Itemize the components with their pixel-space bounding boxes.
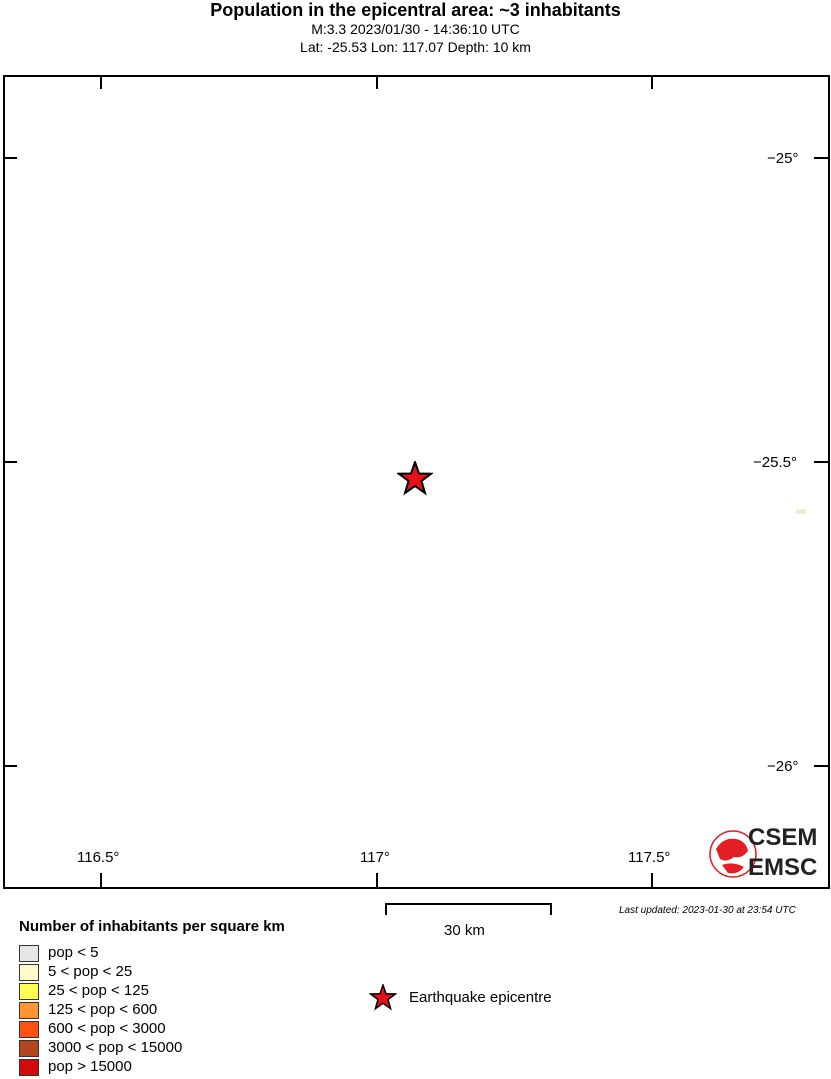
tick-bottom (651, 873, 653, 887)
lon-label: 117.5° (628, 849, 671, 866)
legend-label: 3000 < pop < 15000 (48, 1039, 183, 1056)
map-title: Population in the epicentral area: ~3 in… (210, 0, 621, 20)
legend-swatch (19, 1059, 39, 1076)
lon-label: 117° (360, 849, 390, 866)
lat-label: −26° (767, 758, 799, 775)
logo-text-csem: CSEM (748, 824, 818, 851)
epicentre-star-icon (397, 461, 433, 496)
globe-logo-icon (709, 830, 757, 878)
tick-top (376, 75, 378, 89)
tick-top (100, 75, 102, 89)
legend-label: 25 < pop < 125 (48, 982, 149, 999)
tick-bottom (376, 873, 378, 887)
legend-swatch (19, 1021, 39, 1038)
legend-label: pop < 5 (48, 944, 99, 961)
legend-swatch (19, 945, 39, 962)
last-updated: Last updated: 2023-01-30 at 23:54 UTC (619, 905, 796, 916)
legend-swatch (19, 983, 39, 1000)
tick-bottom (100, 873, 102, 887)
tick-right (814, 461, 828, 463)
scale-label: 30 km (444, 922, 485, 939)
tick-right (814, 157, 828, 159)
legend-star-icon (369, 984, 397, 1011)
legend-swatch (19, 1040, 39, 1057)
event-info: M:3.3 2023/01/30 - 14:36:10 UTC (311, 21, 520, 37)
legend-epicentre-label: Earthquake epicentre (409, 989, 552, 1006)
event-location: Lat: -25.53 Lon: 117.07 Depth: 10 km (300, 39, 531, 55)
legend-label: 600 < pop < 3000 (48, 1020, 166, 1037)
logo-text-emsc: EMSC (748, 854, 818, 881)
legend-label: 125 < pop < 600 (48, 1001, 158, 1018)
tick-right (814, 765, 828, 767)
tick-left (3, 461, 17, 463)
tick-left (3, 157, 17, 159)
population-patch (796, 509, 806, 514)
tick-top (651, 75, 653, 89)
legend-label: pop > 15000 (48, 1058, 132, 1075)
lon-label: 116.5° (77, 849, 120, 866)
tick-left (3, 765, 17, 767)
csem-emsc-logo: CSEM EMSC (708, 824, 823, 882)
scale-bar (385, 903, 552, 915)
legend-label: 5 < pop < 25 (48, 963, 133, 980)
lat-label: −25.5° (753, 454, 797, 471)
legend-swatch (19, 1002, 39, 1019)
legend-title: Number of inhabitants per square km (19, 918, 285, 935)
lat-label: −25° (767, 150, 799, 167)
legend-swatch (19, 964, 39, 981)
